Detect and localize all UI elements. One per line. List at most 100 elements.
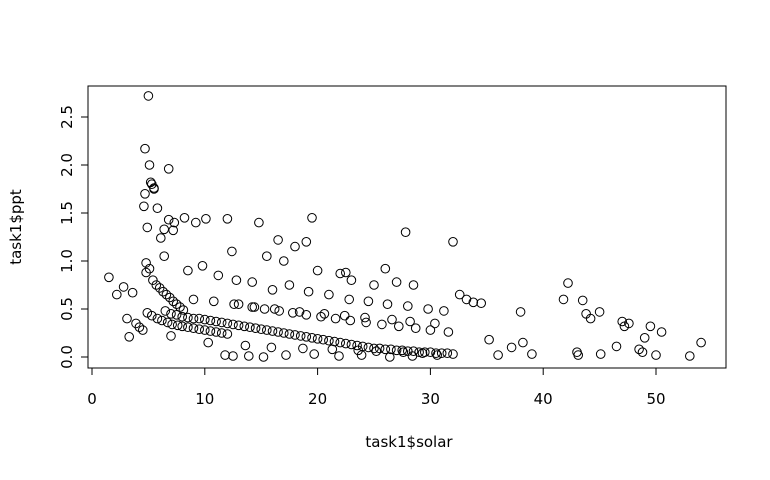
- data-point: [639, 333, 650, 343]
- data-point: [316, 311, 326, 322]
- data-point: [476, 298, 487, 309]
- y-tick-label: 1.5: [58, 201, 76, 225]
- x-tick-label: 10: [195, 390, 214, 408]
- data-point: [148, 275, 158, 286]
- data-point: [266, 342, 277, 353]
- data-point: [183, 312, 193, 323]
- data-point: [309, 349, 320, 359]
- data-point: [157, 315, 167, 326]
- data-point: [191, 217, 201, 228]
- data-point: [118, 282, 129, 292]
- data-point: [685, 351, 695, 361]
- data-point: [448, 237, 458, 247]
- data-point: [346, 339, 357, 350]
- data-point: [442, 348, 453, 359]
- x-tick-label: 20: [308, 390, 327, 408]
- data-point: [391, 277, 402, 287]
- data-point: [267, 326, 278, 336]
- data-point: [298, 343, 308, 354]
- data-point: [216, 328, 227, 338]
- data-point: [423, 304, 433, 314]
- data-point: [250, 323, 261, 334]
- data-point: [344, 294, 355, 305]
- data-point: [294, 307, 305, 317]
- data-point: [147, 310, 157, 321]
- data-point: [382, 299, 393, 310]
- data-point: [341, 267, 351, 278]
- data-point: [346, 275, 357, 286]
- data-point: [231, 275, 242, 286]
- data-point: [461, 294, 472, 305]
- data-point: [398, 347, 409, 358]
- data-point: [213, 270, 224, 281]
- data-point: [273, 327, 283, 337]
- data-point: [400, 227, 411, 237]
- data-point: [188, 313, 199, 324]
- data-point: [493, 350, 503, 360]
- x-tick-label: 40: [534, 390, 553, 408]
- data-point: [577, 295, 588, 306]
- data-point: [254, 217, 264, 228]
- data-point: [183, 265, 193, 276]
- data-point: [152, 203, 163, 213]
- data-point: [307, 333, 317, 343]
- data-point: [138, 325, 148, 335]
- data-point: [288, 308, 298, 318]
- data-point: [403, 301, 413, 311]
- data-point: [335, 268, 346, 279]
- data-point: [229, 299, 239, 310]
- data-point: [200, 314, 210, 325]
- data-point: [290, 241, 300, 252]
- data-point: [188, 323, 199, 334]
- data-point: [200, 325, 210, 335]
- data-point: [295, 331, 306, 341]
- data-point: [397, 345, 408, 356]
- data-point: [273, 235, 283, 245]
- data-point: [179, 213, 190, 223]
- data-point: [239, 321, 250, 332]
- data-point: [168, 296, 178, 307]
- data-point: [244, 351, 254, 361]
- data-point: [159, 251, 169, 262]
- data-point: [247, 277, 257, 287]
- data-point: [380, 344, 391, 355]
- data-point: [149, 183, 159, 193]
- data-point: [341, 338, 351, 349]
- data-point: [159, 224, 169, 235]
- data-point: [209, 296, 219, 307]
- data-point: [169, 217, 180, 228]
- data-point: [558, 294, 569, 305]
- data-point: [595, 349, 606, 359]
- data-point: [407, 351, 418, 361]
- data-point: [220, 350, 230, 360]
- data-point: [124, 332, 134, 342]
- data-point: [201, 214, 211, 224]
- data-point: [269, 304, 280, 314]
- data-point: [144, 263, 155, 274]
- data-point: [312, 265, 323, 276]
- data-point: [377, 319, 387, 330]
- data-point: [563, 278, 573, 288]
- data-point: [391, 345, 402, 356]
- data-point: [158, 286, 168, 297]
- data-point: [227, 246, 237, 257]
- data-point: [303, 286, 314, 297]
- x-axis-title: task1$solar: [365, 433, 453, 451]
- data-point: [417, 348, 428, 359]
- data-point: [696, 337, 706, 348]
- data-point: [369, 280, 379, 290]
- data-point: [448, 349, 458, 359]
- data-point: [585, 313, 596, 324]
- data-point: [104, 272, 114, 283]
- data-point: [247, 302, 257, 312]
- data-point: [127, 287, 138, 298]
- data-point: [205, 315, 216, 326]
- data-point: [651, 350, 661, 360]
- data-point: [436, 348, 447, 359]
- data-point: [144, 160, 155, 170]
- data-point: [284, 280, 295, 290]
- data-point: [171, 310, 182, 320]
- data-point: [353, 345, 364, 356]
- y-tick-label: 1.0: [58, 249, 76, 273]
- data-point: [374, 343, 385, 354]
